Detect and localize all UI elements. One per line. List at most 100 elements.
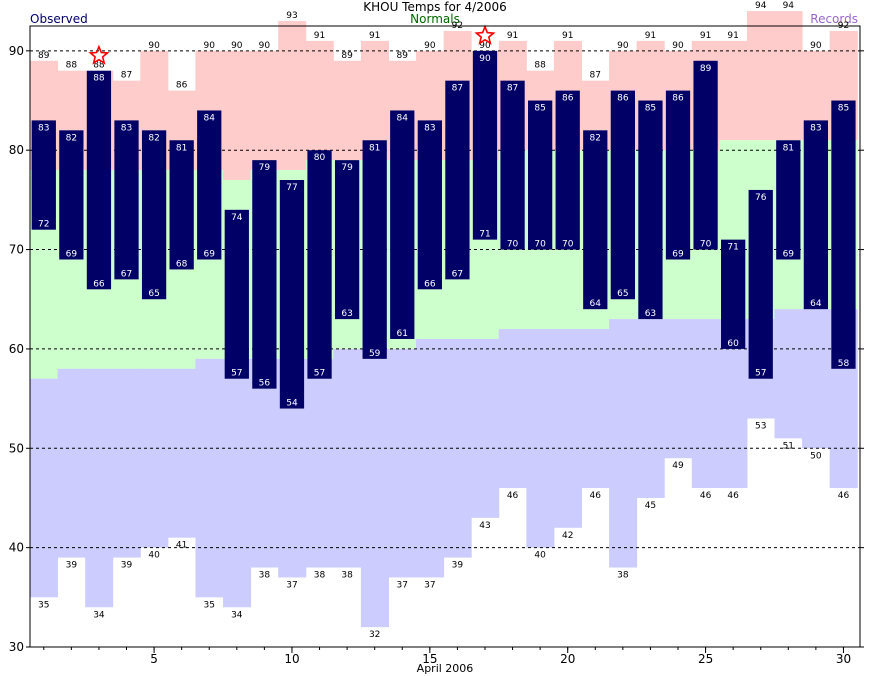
observed-low-label-day-22: 65 bbox=[617, 289, 628, 299]
record-low-label-day-3: 34 bbox=[93, 610, 105, 620]
lower-band-day-14 bbox=[388, 348, 417, 578]
record-low-label-day-30: 46 bbox=[838, 491, 850, 501]
observed-low-label-day-10: 54 bbox=[286, 399, 298, 409]
lower-band-day-21 bbox=[581, 329, 610, 489]
lower-band-day-22 bbox=[609, 319, 638, 568]
observed-low-label-day-24: 69 bbox=[672, 249, 684, 259]
observed-high-label-day-11: 80 bbox=[314, 153, 326, 163]
observed-bar-day-30 bbox=[831, 100, 856, 369]
observed-high-label-day-9: 79 bbox=[259, 163, 271, 173]
observed-bar-day-5 bbox=[141, 130, 167, 300]
record-low-label-day-27: 53 bbox=[755, 421, 766, 431]
record-band-day-11 bbox=[305, 40, 334, 161]
observed-high-label-day-21: 82 bbox=[590, 133, 601, 143]
lower-band-day-23 bbox=[636, 319, 665, 498]
record-high-label-day-23: 91 bbox=[645, 31, 656, 41]
y-tick-label-30: 30 bbox=[9, 640, 24, 654]
record-band-day-8 bbox=[223, 50, 252, 181]
observed-high-label-day-29: 83 bbox=[810, 123, 821, 133]
lower-band-day-2 bbox=[57, 368, 86, 558]
record-low-label-day-20: 42 bbox=[562, 531, 573, 541]
observed-low-label-day-14: 61 bbox=[397, 329, 408, 339]
record-low-label-day-5: 40 bbox=[148, 551, 160, 561]
record-low-label-day-22: 38 bbox=[617, 571, 629, 581]
lower-band-day-18 bbox=[498, 329, 527, 489]
record-high-label-day-21: 87 bbox=[590, 71, 601, 81]
lower-band-day-5 bbox=[140, 368, 169, 548]
record-low-label-day-26: 46 bbox=[727, 491, 739, 501]
x-tick-label-30: 30 bbox=[836, 652, 851, 666]
record-high-label-day-20: 91 bbox=[562, 31, 573, 41]
observed-bar-day-27 bbox=[748, 189, 773, 379]
record-high-label-day-24: 90 bbox=[672, 41, 684, 51]
observed-high-label-day-8: 74 bbox=[231, 213, 243, 223]
lower-band-day-9 bbox=[250, 358, 279, 568]
lower-band-day-4 bbox=[112, 368, 141, 558]
observed-low-label-day-13: 59 bbox=[369, 349, 381, 359]
record-high-label-day-13: 91 bbox=[369, 31, 380, 41]
legend-observed: Observed bbox=[30, 12, 88, 26]
record-low-label-day-10: 37 bbox=[286, 580, 297, 590]
observed-low-label-day-12: 63 bbox=[341, 309, 352, 319]
observed-high-label-day-23: 85 bbox=[645, 104, 656, 114]
record-high-label-day-1: 89 bbox=[38, 51, 50, 61]
record-low-label-day-25: 46 bbox=[700, 491, 712, 501]
x-tick-label-25: 25 bbox=[698, 652, 713, 666]
x-axis-label: April 2006 bbox=[417, 662, 474, 675]
x-tick-label-20: 20 bbox=[560, 652, 575, 666]
record-low-label-day-28: 51 bbox=[783, 441, 794, 451]
lower-band-day-17 bbox=[471, 338, 500, 518]
record-low-label-day-17: 43 bbox=[479, 521, 490, 531]
record-high-label-day-26: 91 bbox=[727, 31, 738, 41]
record-low-label-day-15: 37 bbox=[424, 580, 435, 590]
observed-bar-day-9 bbox=[252, 160, 277, 389]
observed-bar-day-28 bbox=[776, 140, 801, 260]
observed-high-label-day-6: 81 bbox=[176, 143, 187, 153]
record-high-label-day-29: 90 bbox=[810, 41, 822, 51]
observed-high-label-day-16: 87 bbox=[452, 84, 463, 94]
observed-bar-day-10 bbox=[279, 180, 305, 409]
observed-high-label-day-19: 85 bbox=[534, 104, 545, 114]
observed-high-label-day-1: 83 bbox=[38, 123, 49, 133]
observed-bar-day-6 bbox=[169, 140, 194, 270]
observed-low-label-day-25: 70 bbox=[700, 240, 712, 250]
record-band-day-12 bbox=[333, 60, 362, 161]
observed-bar-day-22 bbox=[610, 90, 635, 300]
observed-high-label-day-26: 71 bbox=[727, 243, 738, 253]
lower-band-day-20 bbox=[553, 329, 582, 528]
observed-high-label-day-4: 83 bbox=[121, 123, 132, 133]
record-band-day-9 bbox=[250, 50, 279, 171]
record-high-label-day-12: 89 bbox=[341, 51, 353, 61]
observed-bar-day-8 bbox=[224, 209, 249, 379]
lower-band-day-15 bbox=[416, 338, 445, 578]
lower-band-day-3 bbox=[85, 368, 114, 608]
observed-bar-day-19 bbox=[528, 100, 553, 250]
observed-bar-day-26 bbox=[721, 239, 746, 349]
record-high-label-day-27: 94 bbox=[755, 1, 767, 11]
observed-bar-day-17 bbox=[472, 50, 498, 240]
record-low-label-day-16: 39 bbox=[452, 561, 464, 571]
record-high-label-day-11: 91 bbox=[314, 31, 325, 41]
observed-low-label-day-6: 68 bbox=[176, 259, 188, 269]
record-low-label-day-18: 46 bbox=[507, 491, 519, 501]
lower-band-day-1 bbox=[30, 378, 59, 598]
observed-high-label-day-20: 86 bbox=[562, 94, 574, 104]
observed-bar-day-12 bbox=[334, 160, 360, 320]
y-tick-label-50: 50 bbox=[9, 441, 24, 455]
observed-low-label-day-7: 69 bbox=[204, 249, 216, 259]
observed-low-label-day-5: 65 bbox=[148, 289, 159, 299]
observed-bar-day-20 bbox=[555, 90, 580, 250]
observed-low-label-day-23: 63 bbox=[645, 309, 656, 319]
record-band-day-27 bbox=[746, 11, 776, 141]
x-tick-label-10: 10 bbox=[284, 652, 299, 666]
observed-low-label-day-2: 69 bbox=[66, 249, 78, 259]
observed-low-label-day-1: 72 bbox=[38, 220, 49, 230]
observed-bar-day-23 bbox=[638, 100, 663, 320]
observed-low-label-day-4: 67 bbox=[121, 269, 132, 279]
observed-low-label-day-15: 66 bbox=[424, 279, 436, 289]
record-low-label-day-9: 38 bbox=[259, 571, 271, 581]
lower-band-day-25 bbox=[691, 319, 720, 489]
chart-title: KHOU Temps for 4/2006 bbox=[363, 0, 507, 14]
observed-bar-day-11 bbox=[307, 150, 332, 379]
